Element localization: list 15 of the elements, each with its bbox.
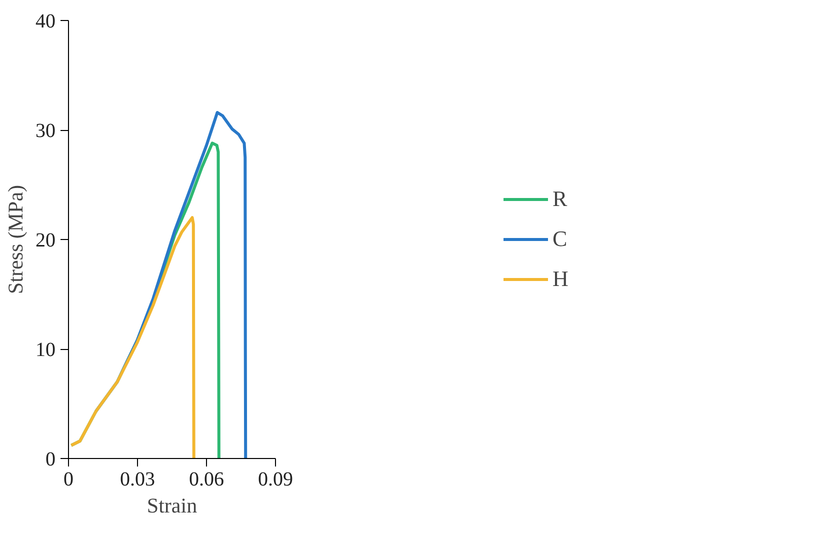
y-tick-label: 30 bbox=[36, 120, 56, 142]
y-axis-title: Stress (MPa) bbox=[4, 184, 28, 294]
x-tick-label: 0.09 bbox=[258, 468, 293, 490]
y-tick-label: 10 bbox=[36, 339, 56, 361]
y-tick-label: 20 bbox=[36, 230, 56, 252]
legend-label: C bbox=[552, 226, 568, 252]
x-tick-label: 0.03 bbox=[120, 468, 155, 490]
y-tick-label: 0 bbox=[46, 448, 56, 470]
legend-label: H bbox=[552, 266, 570, 292]
line-series bbox=[70, 216, 196, 458]
x-tick-label: 0.06 bbox=[189, 468, 224, 490]
legend-label: R bbox=[552, 186, 568, 212]
x-axis-title: Strain bbox=[146, 494, 198, 518]
x-tick-label: 0 bbox=[64, 468, 74, 490]
y-tick-label: 40 bbox=[36, 10, 56, 32]
